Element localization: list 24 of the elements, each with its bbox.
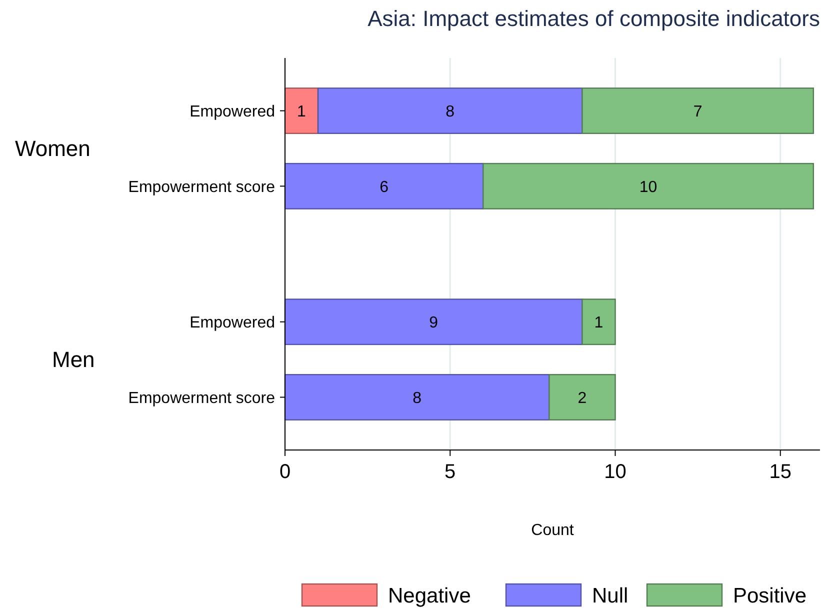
data-label: 10	[639, 178, 658, 196]
legend-label: Null	[592, 584, 628, 608]
x-tick-label: 15	[769, 461, 792, 483]
data-label: 2	[578, 390, 587, 407]
text: Men	[52, 347, 95, 372]
text: Women	[15, 136, 90, 162]
chart-title: Asia: Impact estimates of composite indicators	[368, 6, 820, 31]
x-tick-label: 10	[604, 461, 626, 483]
data-label: 1	[594, 314, 604, 332]
x-axis-title: Count	[531, 522, 574, 539]
legend-label: Negative	[388, 584, 471, 608]
x-tick-label: 0	[279, 461, 291, 483]
y-tick-label: Empowerment score	[128, 178, 276, 196]
y-tick-label: Empowered	[190, 314, 275, 332]
y-tick-label: Empowerment score	[128, 390, 276, 407]
data-label: 8	[412, 390, 422, 407]
data-label: 1	[297, 103, 306, 120]
y-tick-label: Empowered	[190, 103, 275, 120]
legend-label: Positive	[733, 584, 807, 608]
x-tick-label: 5	[444, 461, 456, 483]
data-label: 7	[693, 103, 702, 120]
data-label: 8	[446, 103, 455, 120]
data-label: 6	[380, 178, 389, 196]
data-label: 9	[429, 314, 438, 332]
